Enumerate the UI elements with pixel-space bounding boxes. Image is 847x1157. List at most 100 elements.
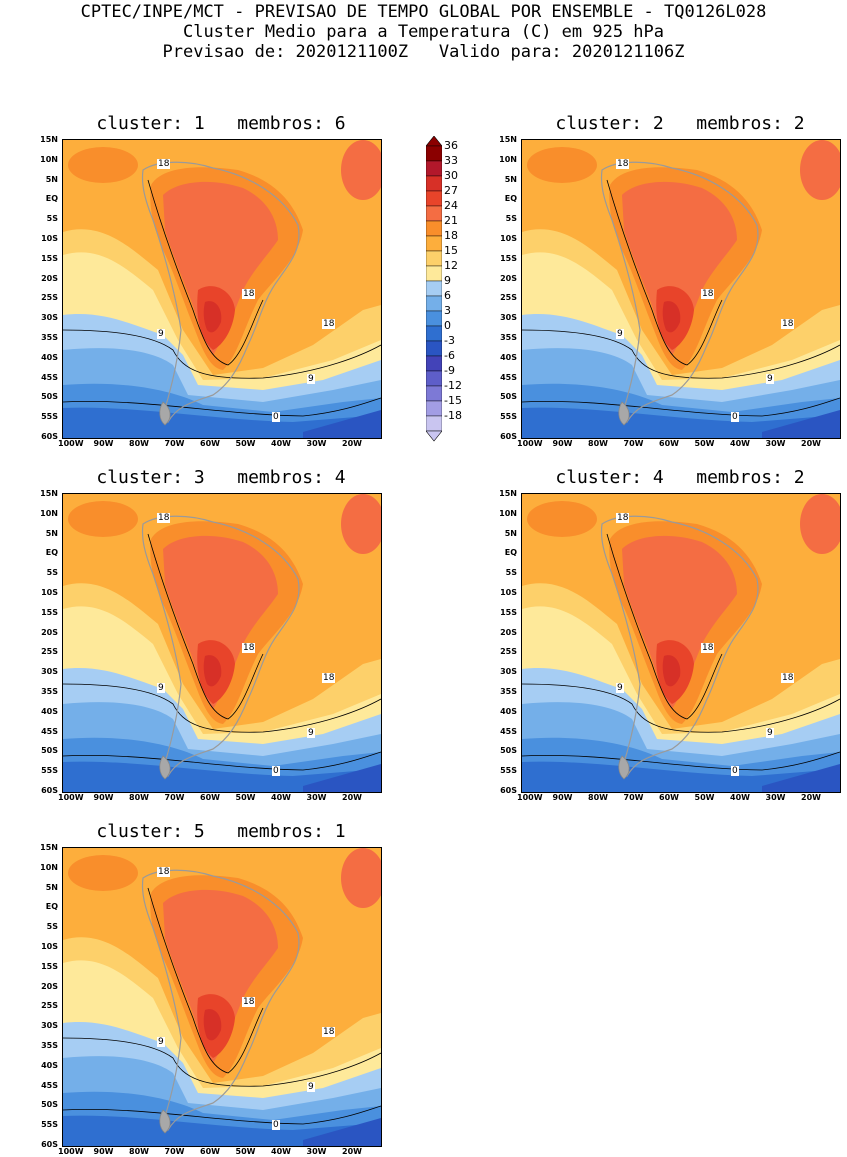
lat-tick-label: 55S <box>41 1120 58 1130</box>
temperature-map <box>521 493 841 793</box>
lat-tick-label: 50S <box>500 746 517 756</box>
lon-tick-label: 30W <box>306 1147 327 1156</box>
contour-label: 18 <box>781 319 795 329</box>
lon-tick-label: 20W <box>342 1147 362 1156</box>
header-line-2: Cluster Medio para a Temperatura (C) em … <box>182 22 665 42</box>
contour-label: 18 <box>701 643 715 653</box>
colorbar-level-label: 15 <box>444 244 458 257</box>
lon-tick-label: 30W <box>306 793 327 802</box>
lat-tick-label: 60S <box>41 432 58 441</box>
lat-tick-label: 60S <box>500 786 517 795</box>
contour-label: 18 <box>701 289 715 299</box>
lat-tick-label: 10S <box>500 588 517 597</box>
lat-tick-label: 35S <box>41 687 58 696</box>
temperature-map <box>62 493 382 793</box>
lon-tick-label: 90W <box>552 793 573 802</box>
lat-tick-label: 20S <box>41 981 58 991</box>
lat-tick-label: 25S <box>500 293 517 303</box>
lat-tick-label: 5S <box>505 214 517 224</box>
contour-label: 0 <box>731 412 739 422</box>
lat-tick-label: 35S <box>41 1041 58 1050</box>
panel-title: cluster: 3 membros: 4 <box>96 467 346 488</box>
colorbar-level-label: -15 <box>444 394 462 407</box>
lat-tick-label: 20S <box>41 627 58 637</box>
lon-tick-label: 100W <box>58 793 84 802</box>
temperature-map <box>62 847 382 1147</box>
lon-tick-label: 40W <box>730 793 750 802</box>
lat-tick-label: 10S <box>41 234 58 243</box>
lat-tick-label: 10N <box>40 508 58 518</box>
lon-tick-label: 20W <box>801 793 821 802</box>
contour-label: 18 <box>242 289 256 299</box>
lat-tick-label: 15N <box>40 843 58 852</box>
lon-tick-label: 20W <box>342 439 362 448</box>
contour-label: 18 <box>157 159 171 169</box>
lat-tick-label: 25S <box>41 647 58 657</box>
lon-tick-label: 70W <box>623 793 644 802</box>
lat-tick-label: 50S <box>500 392 517 402</box>
lon-tick-label: 60W <box>659 793 679 802</box>
lat-tick-label: 10N <box>40 154 58 164</box>
colorbar-level-label: 12 <box>444 259 458 272</box>
lat-tick-label: 5N <box>45 174 58 184</box>
lat-tick-label: 40S <box>500 352 517 362</box>
lat-tick-label: 15S <box>41 961 58 971</box>
lon-tick-label: 90W <box>93 439 114 448</box>
lat-tick-label: 50S <box>41 746 58 756</box>
lon-tick-label: 70W <box>623 439 644 448</box>
lat-tick-label: EQ <box>504 194 517 204</box>
contour-label: 18 <box>616 159 630 169</box>
lat-tick-label: 15S <box>41 607 58 617</box>
colorbar-level-label: -9 <box>444 364 455 377</box>
colorbar-level-label: 27 <box>444 184 458 197</box>
contour-label: 0 <box>272 1120 280 1130</box>
lat-tick-label: 45S <box>500 372 517 382</box>
contour-label: 0 <box>272 412 280 422</box>
lat-tick-label: 5S <box>46 568 58 578</box>
lat-tick-label: 10N <box>499 154 517 164</box>
lat-tick-label: 50S <box>41 1100 58 1110</box>
lat-tick-label: 5N <box>504 528 517 538</box>
panel-title: cluster: 1 membros: 6 <box>96 113 346 134</box>
lon-tick-label: 100W <box>517 793 543 802</box>
colorbar-level-label: -18 <box>444 409 462 422</box>
lon-tick-label: 90W <box>552 439 573 448</box>
contour-label: 18 <box>157 513 171 523</box>
lat-tick-label: 25S <box>41 293 58 303</box>
contour-label: 9 <box>766 374 774 384</box>
lon-tick-label: 40W <box>730 439 750 448</box>
lon-tick-label: 100W <box>58 1147 84 1156</box>
lat-tick-label: 55S <box>500 412 517 422</box>
colorbar-level-label: 0 <box>444 319 451 332</box>
contour-label: 18 <box>616 513 630 523</box>
lat-tick-label: 15N <box>499 489 517 498</box>
lat-tick-label: EQ <box>45 902 58 912</box>
lat-tick-label: 20S <box>500 273 517 283</box>
lat-tick-label: 25S <box>500 647 517 657</box>
lon-tick-label: 80W <box>588 793 608 802</box>
lat-tick-label: 30S <box>41 667 58 677</box>
contour-label: 18 <box>322 1027 336 1037</box>
lat-tick-label: 5S <box>505 568 517 578</box>
colorbar-level-label: -6 <box>444 349 455 362</box>
lat-tick-label: 60S <box>500 432 517 441</box>
lon-tick-label: 60W <box>659 439 679 448</box>
lon-tick-label: 80W <box>129 1147 149 1156</box>
temperature-map <box>62 139 382 439</box>
lon-tick-label: 90W <box>93 1147 114 1156</box>
lat-tick-label: EQ <box>504 548 517 558</box>
lat-tick-label: 10S <box>41 942 58 951</box>
lat-tick-label: 5N <box>45 528 58 538</box>
lat-tick-label: 45S <box>41 1080 58 1090</box>
colorbar-level-label: 9 <box>444 274 451 287</box>
colorbar-level-label: 33 <box>444 154 458 167</box>
lat-tick-label: 15N <box>40 135 58 144</box>
lat-tick-label: 30S <box>41 313 58 323</box>
lon-tick-label: 50W <box>694 439 715 448</box>
lat-tick-label: 40S <box>41 706 58 716</box>
contour-label: 0 <box>731 766 739 776</box>
lon-tick-label: 70W <box>164 793 185 802</box>
lon-tick-label: 20W <box>342 793 362 802</box>
lat-tick-label: 40S <box>41 1060 58 1070</box>
lon-tick-label: 100W <box>58 439 84 448</box>
